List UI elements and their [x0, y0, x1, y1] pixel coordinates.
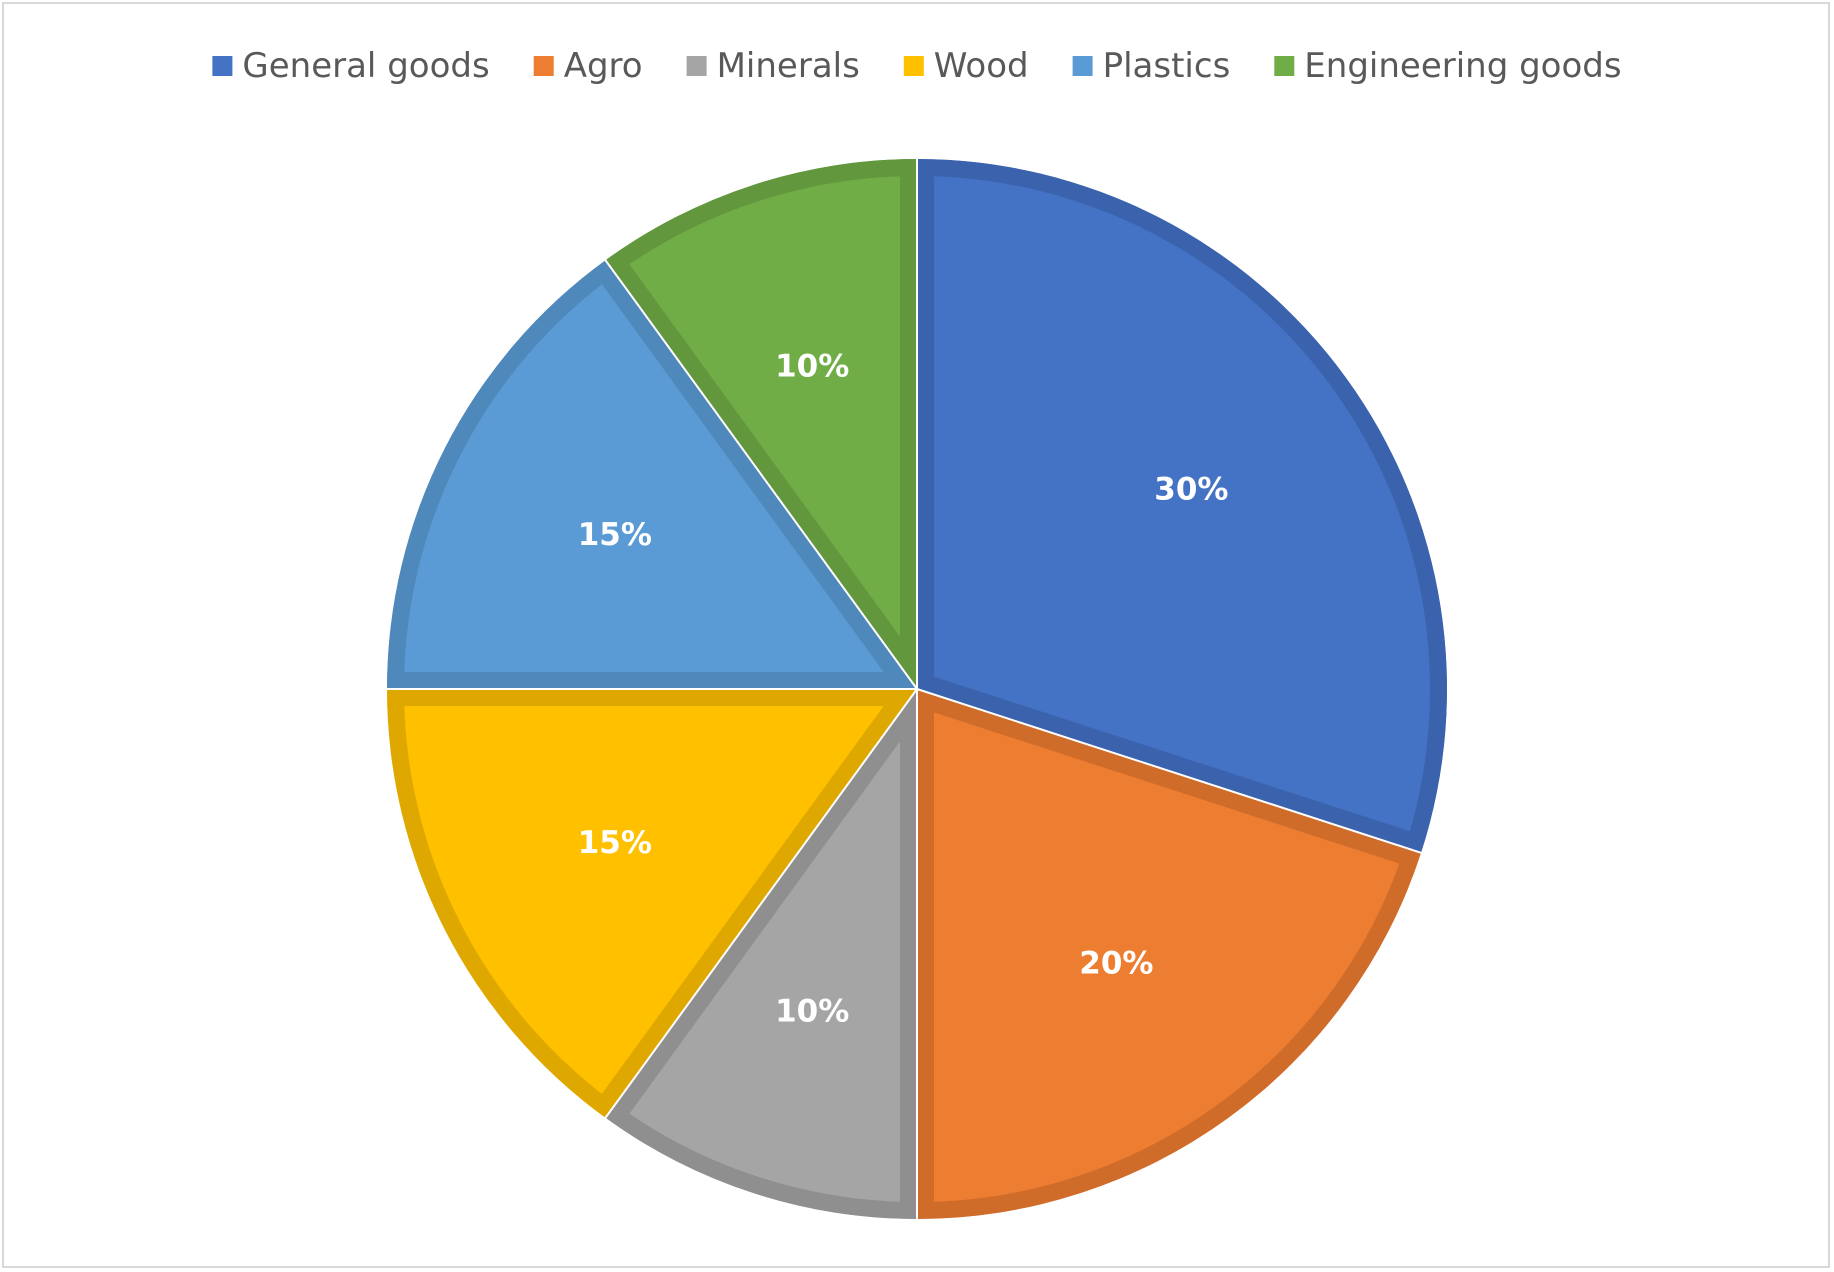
legend-label: Agro — [564, 46, 643, 86]
data-label-general-goods: 30% — [1154, 472, 1228, 508]
legend-swatch — [1072, 56, 1093, 76]
data-label-agro: 20% — [1079, 945, 1153, 981]
slice-separator — [916, 688, 1424, 855]
legend-swatch — [533, 56, 554, 76]
legend-label: Engineering goods — [1304, 46, 1621, 86]
pie-slice-plastics — [387, 260, 917, 689]
legend: General goods Agro Minerals Wood Plastics Eng… — [212, 46, 1622, 86]
legend-swatch — [212, 56, 233, 76]
legend-swatch — [903, 56, 924, 76]
legend-item-agro: Agro — [533, 46, 643, 86]
legend-swatch — [1274, 56, 1295, 76]
legend-label: General goods — [242, 46, 489, 86]
data-label-engineering-goods: 10% — [775, 348, 849, 384]
pie-slices — [385, 157, 1448, 1221]
pie-slice-general-goods — [917, 159, 1448, 853]
legend-item-minerals: Minerals — [686, 46, 860, 86]
pie-slice-wood — [387, 689, 917, 1118]
legend-item-plastics: Plastics — [1072, 46, 1231, 86]
legend-item-wood: Wood — [903, 46, 1029, 86]
data-label-wood: 15% — [578, 825, 652, 861]
slice-separator — [603, 258, 918, 690]
legend-swatch — [686, 56, 707, 76]
data-label-plastics: 15% — [578, 517, 652, 553]
legend-item-engineering-goods: Engineering goods — [1274, 46, 1622, 86]
pie-slice-engineering-goods — [605, 159, 917, 689]
legend-label: Plastics — [1103, 46, 1231, 86]
legend-label: Minerals — [717, 46, 860, 86]
legend-label: Wood — [934, 46, 1029, 86]
legend-item-general-goods: General goods — [212, 46, 490, 86]
pie-slice-agro — [917, 689, 1422, 1219]
data-label-minerals: 10% — [775, 994, 849, 1030]
pie-data-labels: 30% 20% 10% 15% 15% 10% — [578, 348, 1229, 1029]
slice-separator — [603, 688, 918, 1120]
